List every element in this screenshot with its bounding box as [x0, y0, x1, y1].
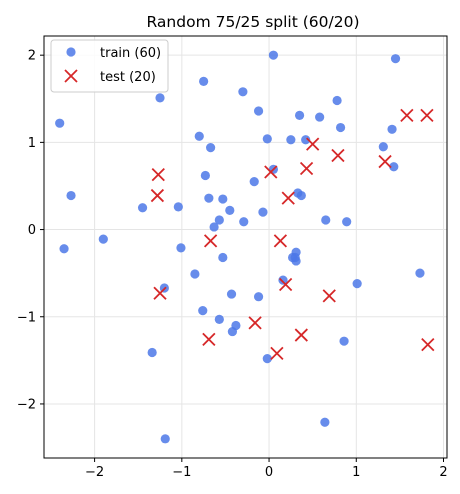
train-point: [335, 122, 346, 133]
train-point: [258, 207, 268, 217]
train-point: [66, 190, 76, 201]
train-point: [342, 217, 352, 227]
train-point: [294, 110, 305, 120]
train-point: [262, 354, 272, 364]
train-point: [389, 162, 399, 172]
y-tick-label: 1: [28, 136, 36, 151]
chart-title: Random 75/25 split (60/20): [147, 13, 360, 31]
train-point: [59, 244, 69, 254]
test-point: [270, 346, 284, 361]
train-point: [214, 215, 224, 225]
train-point: [206, 143, 216, 153]
test-point: [264, 165, 278, 179]
train-point: [415, 268, 425, 278]
test-point: [281, 191, 295, 205]
train-point: [137, 203, 148, 213]
train-point: [378, 142, 388, 152]
train-point: [253, 106, 264, 116]
test-point: [400, 108, 414, 122]
train-point: [238, 87, 248, 97]
train-point: [352, 279, 362, 289]
train-point: [253, 292, 264, 302]
plot-frame: [43, 35, 448, 459]
train-point: [155, 93, 165, 103]
train-point: [262, 134, 272, 144]
train-point: [204, 193, 214, 203]
train-point: [286, 135, 296, 145]
train-series: [55, 50, 425, 444]
train-point: [200, 170, 210, 181]
y-tick-label: 0: [28, 223, 36, 238]
train-point: [387, 124, 397, 134]
train-point: [199, 76, 209, 86]
train-point: [190, 269, 200, 279]
y-tick-label: −2: [17, 397, 36, 412]
test-series: [150, 108, 435, 361]
train-point: [160, 434, 170, 444]
train-point: [198, 306, 208, 316]
y-tick-label: −1: [17, 310, 36, 325]
test-point: [248, 316, 262, 330]
train-point: [209, 222, 219, 232]
train-point: [301, 135, 311, 145]
test-point: [273, 234, 288, 248]
train-point: [315, 112, 325, 122]
test-point: [153, 286, 167, 300]
test-point: [420, 108, 434, 122]
test-point: [306, 137, 320, 151]
legend-box: [50, 39, 169, 93]
test-point: [151, 167, 165, 182]
train-point: [98, 234, 108, 244]
train-point: [332, 95, 342, 106]
x-tick-label: 1: [352, 465, 360, 480]
train-point: [226, 289, 237, 299]
train-point: [176, 243, 186, 253]
train-point: [268, 50, 279, 60]
legend-test-label: test (20): [100, 70, 156, 85]
train-point: [320, 417, 330, 427]
train-point: [225, 205, 235, 215]
test-point: [203, 234, 218, 248]
legend-train-marker: [66, 47, 76, 57]
x-tick-label: 2: [439, 465, 447, 480]
x-tick-label: 0: [265, 465, 273, 480]
train-point: [227, 326, 238, 337]
test-point: [278, 277, 293, 292]
test-point: [202, 332, 216, 347]
train-point: [390, 54, 401, 64]
train-point: [173, 202, 183, 212]
train-point: [339, 336, 349, 346]
train-point: [218, 194, 228, 204]
train-point: [278, 275, 288, 285]
x-tick-label: −2: [85, 465, 104, 480]
test-point: [331, 148, 345, 163]
legend-test-marker: [64, 69, 78, 83]
train-point: [296, 190, 306, 201]
train-point: [214, 314, 224, 324]
train-point: [218, 252, 228, 263]
test-point: [421, 338, 435, 352]
legend-train-label: train (60): [100, 46, 161, 61]
test-point: [150, 188, 165, 203]
test-point: [299, 161, 314, 176]
train-point: [321, 215, 331, 225]
y-tick-label: 2: [28, 49, 36, 64]
train-point: [239, 217, 249, 227]
train-point: [55, 118, 65, 128]
train-point: [290, 252, 300, 263]
train-point: [194, 131, 204, 141]
legend: train (60) test (20): [50, 39, 169, 93]
x-tick-label: −1: [172, 465, 191, 480]
test-point: [294, 328, 308, 342]
test-point: [322, 289, 336, 303]
train-point: [249, 177, 259, 187]
train-point: [147, 347, 157, 358]
test-point: [378, 154, 392, 169]
axis-ticks: −2 −1 0 1 2 −2 −1 0 1 2: [17, 49, 448, 480]
